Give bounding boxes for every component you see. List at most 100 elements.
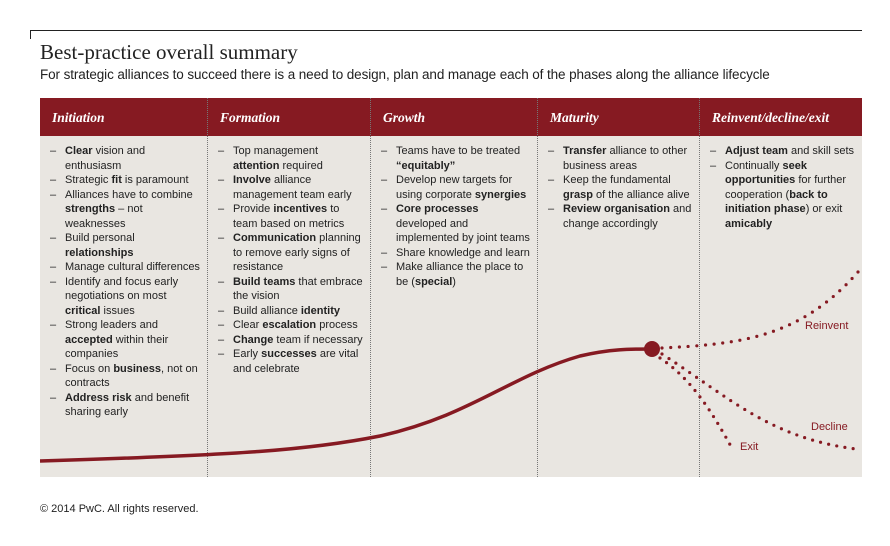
practice-text: for further cooperation ( xyxy=(725,174,847,201)
practice-text: and change accordingly xyxy=(563,203,692,230)
practice-item: Keep the fundamental grasp of the allian… xyxy=(546,173,694,202)
practice-emphasis: “equitably” xyxy=(396,159,456,172)
practice-item: Involve alliance management team early xyxy=(216,173,365,202)
practice-emphasis: Review organisation xyxy=(563,203,670,215)
phase-column-maturity: Maturity Transfer alliance to other busin… xyxy=(537,98,700,477)
phase-column-reinvent-decline-exit: Reinvent/decline/exit Adjust team and ski… xyxy=(699,98,863,477)
practice-text: Develop new targets for using corporate xyxy=(396,174,513,201)
practice-emphasis: back to initiation phase xyxy=(725,188,828,216)
phase-column-initiation: InitiationClear vision and enthusiasmStr… xyxy=(40,98,207,477)
practice-item: Build personal relationships xyxy=(48,231,201,260)
practice-item: Clear escalation process xyxy=(216,318,365,333)
practice-emphasis: critical xyxy=(65,304,101,317)
phase-title: Reinvent/decline/exit xyxy=(712,110,829,125)
practice-item: Teams have to be treated “equitably” xyxy=(379,144,532,173)
practice-emphasis: Involve xyxy=(233,174,271,186)
page-subtitle: For strategic alliances to succeed there… xyxy=(40,67,770,82)
phase-practices-list: Transfer alliance to other business area… xyxy=(546,144,694,231)
practice-text: – not weaknesses xyxy=(65,203,143,230)
practice-emphasis: special xyxy=(414,275,453,288)
practice-text: planning to remove early signs of resist… xyxy=(233,232,361,273)
practice-emphasis: Change xyxy=(233,333,274,346)
practice-text: alliance management team early xyxy=(233,174,352,201)
practice-item: Manage cultural differences xyxy=(48,260,201,275)
phase-practices-list: Top management attention requiredInvolve… xyxy=(216,144,365,376)
phase-header-bar xyxy=(40,98,862,136)
practice-emphasis: fit xyxy=(111,174,122,186)
phase-title: Growth xyxy=(383,110,426,125)
practice-item: Focus on business, not on contracts xyxy=(48,362,201,391)
practice-emphasis: grasp xyxy=(563,188,593,201)
practice-emphasis: incentives xyxy=(273,203,328,215)
practice-text: to team based on metrics xyxy=(233,203,345,230)
practice-text: alliance to other business areas xyxy=(563,145,688,172)
phase-practices-list: Clear vision and enthusiasmStrategic fit… xyxy=(48,144,201,420)
practice-text: developed and implemented by joint teams xyxy=(396,217,530,245)
practice-emphasis: synergies xyxy=(474,188,527,201)
practice-text: are vital and celebrate xyxy=(233,348,359,375)
practice-text: within their companies xyxy=(65,333,169,361)
practice-emphasis: escalation xyxy=(262,319,317,331)
practice-emphasis: amicably xyxy=(725,217,773,230)
practice-text: Identify and focus early negotiations on… xyxy=(65,275,179,303)
practice-text: Strategic xyxy=(65,174,112,186)
practice-emphasis: Transfer xyxy=(563,145,607,157)
reinvent-path xyxy=(660,270,860,350)
practice-text: Share knowledge and learn xyxy=(396,246,530,259)
practice-item: Change team if necessary xyxy=(216,333,365,348)
practice-text: Make alliance the place to be ( xyxy=(396,261,524,288)
practice-text: Early xyxy=(233,348,262,360)
decline-path xyxy=(660,352,858,451)
practice-text: is paramount xyxy=(121,174,189,186)
practice-emphasis: Clear xyxy=(65,145,93,157)
copyright: © 2014 PwC. All rights reserved. xyxy=(40,503,199,515)
practice-item: Develop new targets for using corporate … xyxy=(379,173,532,202)
practice-item: Address risk and benefit sharing early xyxy=(48,391,201,420)
phase-column-formation: Formation Top management attention requir… xyxy=(207,98,371,477)
lifecycle-panel: InitiationClear vision and enthusiasmStr… xyxy=(40,98,862,477)
practice-emphasis: Communication xyxy=(233,232,317,244)
phase-column-growth: Growth Teams have to be treated “equitabl… xyxy=(370,98,538,477)
phase-practices-list: Adjust team and skill setsContinually se… xyxy=(708,144,857,231)
phase-practices-list: Teams have to be treated “equitably”Deve… xyxy=(379,144,532,289)
phase-title: Maturity xyxy=(550,110,599,125)
practice-text: ) or exit xyxy=(805,203,843,215)
practice-item: Strategic fit is paramount xyxy=(48,173,201,188)
practice-item: Top management attention required xyxy=(216,144,365,173)
practice-item: Make alliance the place to be (special) xyxy=(379,260,532,289)
practice-item: Clear vision and enthusiasm xyxy=(48,144,201,173)
phase-title: Formation xyxy=(220,110,281,125)
practice-text: ) xyxy=(452,275,456,288)
practice-text: Strong leaders and xyxy=(65,319,158,331)
practice-emphasis: Adjust team xyxy=(725,145,788,157)
practice-text: and benefit sharing early xyxy=(65,391,190,419)
practice-item: Early successes are vital and celebrate xyxy=(216,347,365,376)
practice-text: Clear xyxy=(233,319,263,331)
practice-item: Alliances have to combine strengths – no… xyxy=(48,188,201,232)
practice-text: Build alliance xyxy=(233,304,301,317)
practice-text: process xyxy=(316,319,358,331)
practice-item: Provide incentives to team based on metr… xyxy=(216,202,365,231)
reinvent-label: Reinvent xyxy=(805,320,849,332)
practice-item: Communication planning to remove early s… xyxy=(216,231,365,275)
practice-text: Focus on xyxy=(65,362,114,375)
practice-item: Strong leaders and accepted within their… xyxy=(48,318,201,362)
practice-text: Provide xyxy=(233,203,274,215)
practice-item: Core processes developed and implemented… xyxy=(379,202,532,246)
practice-item: Build teams that embrace the vision xyxy=(216,275,365,304)
practice-text: and skill sets xyxy=(787,145,854,157)
practice-item: Adjust team and skill sets xyxy=(708,144,857,159)
phase-title: Initiation xyxy=(52,110,105,125)
practice-text: , not on contracts xyxy=(65,362,198,390)
practice-item: Transfer alliance to other business area… xyxy=(546,144,694,173)
practice-item: Review organisation and change according… xyxy=(546,202,694,231)
lifecycle-curve xyxy=(40,270,860,463)
practice-emphasis: accepted xyxy=(65,333,113,346)
practice-emphasis: strengths xyxy=(65,203,116,215)
practice-emphasis: business xyxy=(113,362,161,375)
practice-text: Top management xyxy=(233,145,318,157)
top-rule xyxy=(30,30,862,39)
page-title: Best-practice overall summary xyxy=(40,40,298,64)
practice-emphasis: seek opportunities xyxy=(725,159,807,187)
practice-text: Continually xyxy=(725,159,783,172)
